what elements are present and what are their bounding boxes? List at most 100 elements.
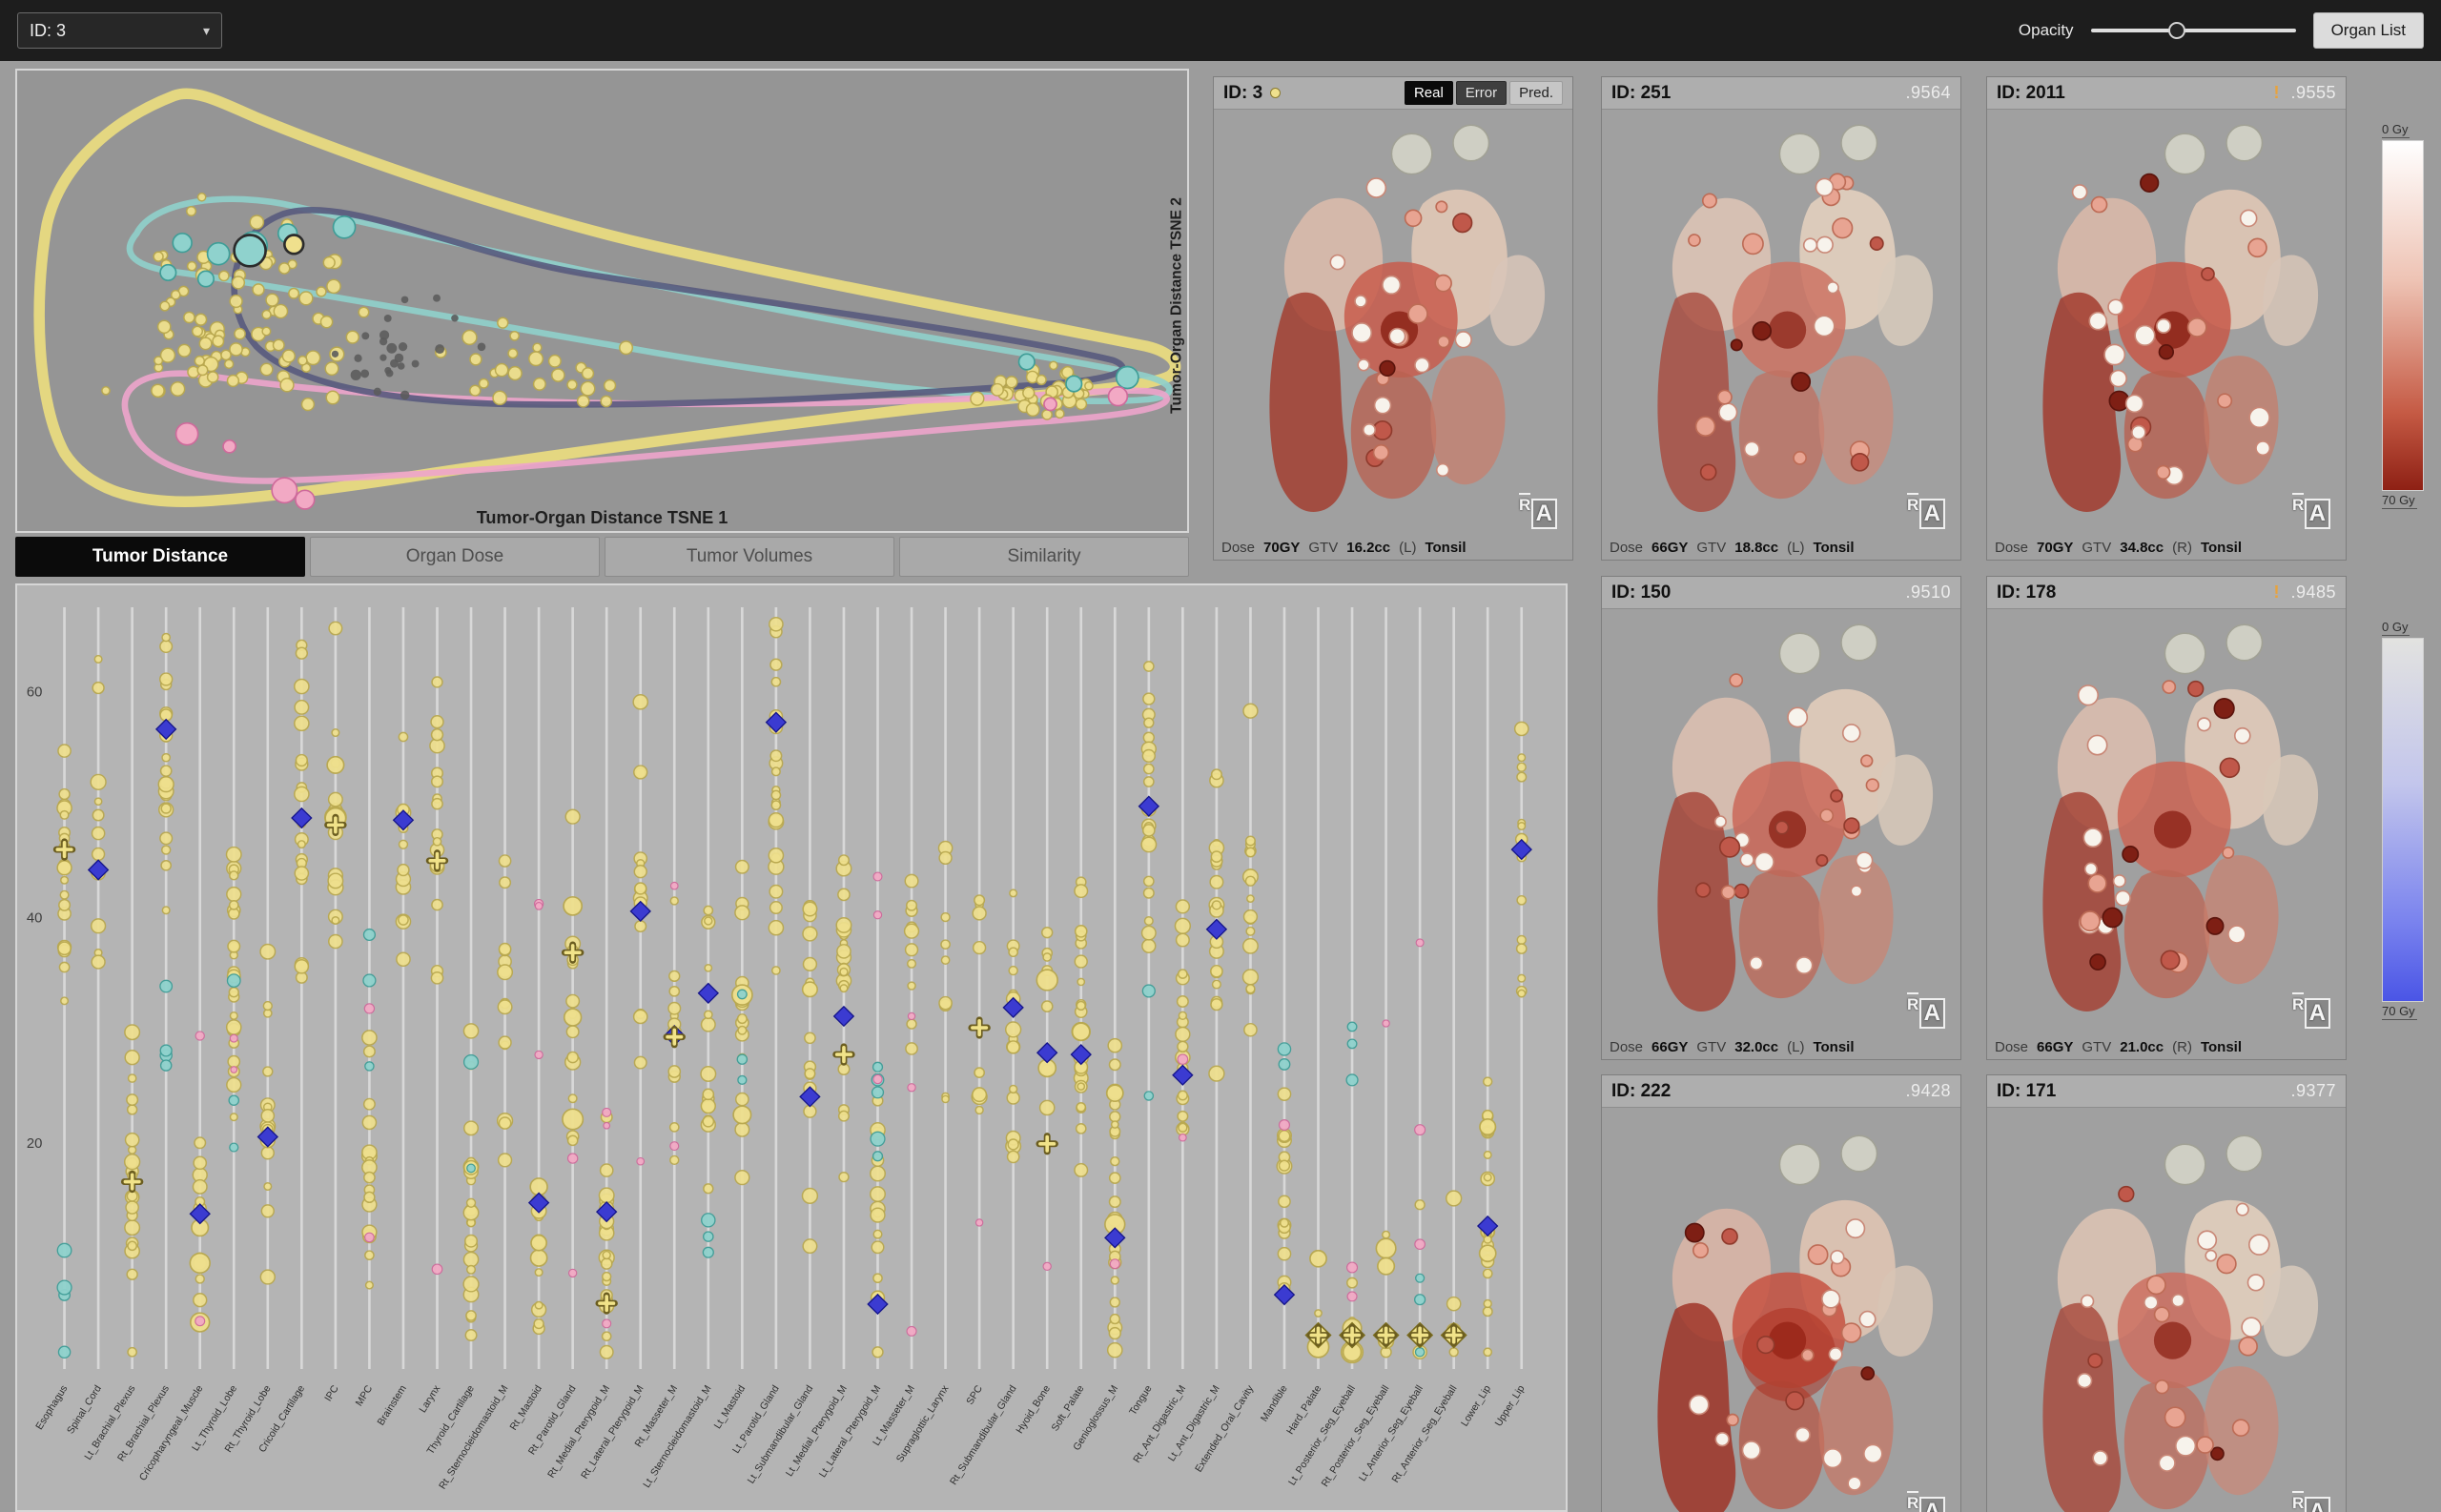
tumor-site: Tonsil xyxy=(2200,539,2243,556)
tsne-selected-points[interactable] xyxy=(233,234,305,268)
toggle-error[interactable]: Error xyxy=(1455,81,1508,105)
dotplot-column[interactable]: Upper_Lip xyxy=(1493,607,1532,1428)
orientation-a: A xyxy=(2304,998,2330,1029)
patient-id-dropdown[interactable]: ID: 3 ▾ xyxy=(17,12,222,49)
patient-id: ID: 150 xyxy=(1611,582,1672,603)
similarity-score: .9428 xyxy=(1905,1081,1951,1100)
tsne-gray-points[interactable] xyxy=(331,294,486,400)
dotplot-category-label: Soft_Palate xyxy=(1049,1383,1086,1434)
tsne-pink-points[interactable] xyxy=(174,386,1129,510)
dotplot-column[interactable]: Rt_Anterior_Seg_Eyeball xyxy=(1389,607,1467,1484)
patient-header: ID: 222 .9428 xyxy=(1602,1075,1960,1108)
patient-panel-150[interactable]: ID: 150 .9510 R A Dose 66GY GTV 32.0cc (L) Tonsil xyxy=(1601,576,1961,1060)
error-colorbar-gradient xyxy=(2382,638,2424,1002)
patient-header: ID: 178! .9485 xyxy=(1987,577,2346,609)
anatomy-view[interactable] xyxy=(1602,609,1960,1034)
toggle-pred[interactable]: Pred. xyxy=(1509,81,1563,105)
orientation-r: R xyxy=(2292,1491,2305,1512)
dose-colorbar-bottom-label: 70 Gy xyxy=(2382,493,2417,509)
gtv-label: GTV xyxy=(1308,539,1339,556)
dotplot-category-label: Hard_Palate xyxy=(1284,1383,1323,1437)
similarity-score: .9485 xyxy=(2290,582,2336,602)
dotplot-column[interactable]: SPC xyxy=(964,607,991,1407)
dotplot-column[interactable]: Lt_Anterior_Seg_Eyeball xyxy=(1357,607,1434,1483)
dotplot-category-label: Larynx xyxy=(417,1382,442,1415)
tsne-scatter-plot[interactable]: Tumor-Organ Distance TSNE 1 Tumor-Organ D… xyxy=(17,71,1187,531)
dotplot-column[interactable]: Esophagus xyxy=(33,607,76,1432)
dotplot-column[interactable]: Extended_Oral_Cavity xyxy=(1193,607,1260,1474)
opacity-slider-thumb[interactable] xyxy=(2168,22,2186,39)
dose-value: 66GY xyxy=(2037,1038,2074,1055)
opacity-slider[interactable] xyxy=(2090,21,2296,40)
dotplot-column[interactable]: Larynx xyxy=(417,607,449,1415)
tsne-y-axis-label: Tumor-Organ Distance TSNE 2 xyxy=(1168,197,1184,414)
dotplot-column[interactable]: Rt_Mastoid xyxy=(507,607,550,1432)
patient-panel-2011[interactable]: ID: 2011! .9555 R A Dose 70GY GTV 34.8cc (R) Tons… xyxy=(1986,76,2347,561)
tab-tumor-distance[interactable]: Tumor Distance xyxy=(15,537,305,577)
dotplot-column[interactable]: Lt_Lateral_Pterygoid_M xyxy=(817,607,889,1480)
dotplot-column[interactable]: Rt_Ant_Digastric_M xyxy=(1131,607,1194,1465)
dotplot-column[interactable]: Lt_Ant_Digastric_M xyxy=(1166,607,1228,1463)
dotplot-column[interactable]: Brainstem xyxy=(375,607,415,1427)
view-mode-toggle-group: Real Error Pred. xyxy=(1404,81,1563,105)
dotplot-column[interactable]: Spinal_Cord xyxy=(65,607,110,1436)
patient-panel-222[interactable]: ID: 222 .9428 R A xyxy=(1601,1074,1961,1512)
dotplot-column[interactable]: Rt_Medial_Pterygoid_M xyxy=(545,607,618,1480)
dotplot-column[interactable]: Lt_Sternocleidomastoid_M xyxy=(641,607,720,1490)
anatomy-view[interactable] xyxy=(1602,1108,1960,1512)
dotplot-column[interactable]: IPC xyxy=(322,607,347,1403)
organ-list-button[interactable]: Organ List xyxy=(2312,12,2424,49)
anatomy-view[interactable] xyxy=(1214,110,1572,535)
dose-label: Dose xyxy=(1610,1038,1644,1055)
anatomy-view[interactable] xyxy=(1987,1108,2346,1512)
opacity-slider-track[interactable] xyxy=(2090,29,2296,32)
patient-footer: Dose 66GY GTV 18.8cc (L) Tonsil xyxy=(1602,535,1960,560)
gtv-label: GTV xyxy=(2082,539,2112,556)
dotplot-column[interactable]: Cricoid_Cartilage xyxy=(256,607,313,1455)
dotplot-column[interactable]: Hard_Palate xyxy=(1284,607,1332,1437)
patient-footer: Dose 70GY GTV 34.8cc (R) Tonsil xyxy=(1987,535,2346,560)
dotplot-category-label: Hyoid_Bone xyxy=(1014,1383,1053,1436)
dotplot-column[interactable]: Lt_Submandibular_Gland xyxy=(746,607,821,1485)
dotplot-column[interactable]: Rt_Submandibular_Gland xyxy=(948,607,1024,1487)
dotplot-column[interactable]: Rt_Brachial_Plexus xyxy=(115,607,177,1463)
dotplot-column[interactable]: Soft_Palate xyxy=(1049,607,1092,1434)
dotplot-column[interactable]: Tongue xyxy=(1127,607,1160,1418)
laterality: (R) xyxy=(2172,539,2192,556)
dotplot-category-label: Lt_Mastoid xyxy=(712,1383,749,1431)
dotplot-column[interactable]: Hyoid_Bone xyxy=(1014,607,1058,1436)
dotplot-column[interactable]: Mandible xyxy=(1259,607,1296,1424)
patient-panel-251[interactable]: ID: 251 .9564 R A Dose 66GY GTV 18.8cc (L) Tonsil xyxy=(1601,76,1961,561)
tab-similarity[interactable]: Similarity xyxy=(899,537,1189,577)
dotplot-column[interactable]: Genioglossus_M xyxy=(1071,607,1126,1453)
anatomy-view[interactable] xyxy=(1987,110,2346,535)
organ-dotplot[interactable]: 60 40 20 EsophagusSpinal_CordLt_Brachial_Pl… xyxy=(17,585,1566,1510)
patient-id: ID: 2011 xyxy=(1997,82,2065,103)
dose-colorbar-gradient xyxy=(2382,140,2424,491)
gtv-label: GTV xyxy=(1696,1038,1727,1055)
dotplot-column[interactable]: Lt_Medial_Pterygoid_M xyxy=(784,607,855,1479)
dotplot-column[interactable]: Rt_Sternocleidomastoid_M xyxy=(437,607,514,1491)
dotplot-column[interactable]: Lt_Brachial_Plexus xyxy=(82,607,144,1462)
anatomy-view[interactable] xyxy=(1987,609,2346,1034)
dotplot-column[interactable]: Rt_Lateral_Pterygoid_M xyxy=(579,607,651,1481)
patient-panel-3[interactable]: ID: 3 Real Error Pred. R A Dose 70GY GTV 16.2cc (L… xyxy=(1213,76,1573,561)
dotplot-column[interactable]: Supraglottic_Larynx xyxy=(894,607,954,1464)
anatomy-view[interactable] xyxy=(1602,110,1960,535)
orientation-a: A xyxy=(1918,1497,1945,1512)
toggle-real[interactable]: Real xyxy=(1404,81,1453,105)
patient-panel-178[interactable]: ID: 178! .9485 R A Dose 66GY GTV 21.0cc (R) Tonsi… xyxy=(1986,576,2347,1060)
dotplot-column[interactable]: Cricopharyngeal_Muscle xyxy=(137,607,211,1482)
tab-tumor-volumes[interactable]: Tumor Volumes xyxy=(605,537,894,577)
tsne-yellow-points[interactable] xyxy=(101,192,1094,420)
patient-panel-171[interactable]: ID: 171 .9377 R A xyxy=(1986,1074,2347,1512)
laterality: (L) xyxy=(1787,1038,1805,1055)
dotplot-column[interactable]: MPC xyxy=(354,607,378,1408)
orientation-r: R xyxy=(2292,493,2305,515)
tab-organ-dose[interactable]: Organ Dose xyxy=(310,537,600,577)
dotplot-column[interactable]: Lt_Mastoid xyxy=(712,607,753,1431)
topbar-right-controls: Opacity Organ List xyxy=(2019,12,2424,49)
dotplot-column[interactable]: Lower_Lip xyxy=(1459,607,1499,1428)
tumor-site: Tonsil xyxy=(1425,539,1467,556)
